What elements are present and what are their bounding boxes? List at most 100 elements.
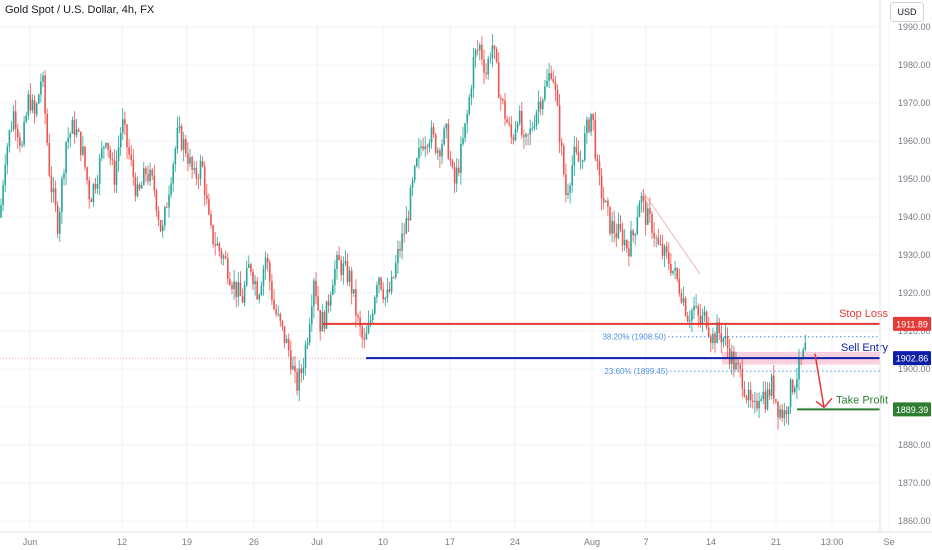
candle <box>214 232 216 256</box>
candle <box>565 163 567 203</box>
time-axis[interactable]: Jun 12 19 26 Jul 10 17 24 Aug 7 14 21 13:00 Se <box>0 531 932 547</box>
price-axis[interactable]: 1860.001870.001880.001890.001900.001910.… <box>879 0 931 532</box>
candle-body <box>791 379 794 393</box>
candle <box>718 317 720 341</box>
candle-body <box>306 342 309 345</box>
candle <box>287 333 290 357</box>
candle <box>747 381 750 408</box>
candle-body <box>40 81 42 95</box>
candle <box>447 118 450 160</box>
candle-body <box>630 230 632 257</box>
candle <box>518 105 521 126</box>
candle <box>14 99 17 141</box>
candle <box>794 385 796 395</box>
candle-body <box>392 277 395 278</box>
candle-body <box>676 268 678 279</box>
candle-body <box>539 101 542 110</box>
level-price-tag <box>893 351 931 366</box>
candle-body <box>178 126 181 128</box>
candle-body <box>203 166 206 196</box>
candle <box>741 359 744 398</box>
candle <box>441 139 443 165</box>
candle-body <box>447 123 450 159</box>
candle <box>632 228 634 243</box>
candle-body <box>794 387 796 393</box>
candle-body <box>437 150 439 153</box>
candle-body <box>579 161 582 163</box>
candle <box>621 222 624 252</box>
candle <box>647 202 649 226</box>
candle-body <box>222 256 225 259</box>
candle-body <box>172 164 174 184</box>
candle-body <box>67 137 69 143</box>
candle <box>208 193 210 216</box>
candle <box>315 271 317 305</box>
candle <box>392 276 395 279</box>
candle <box>105 142 107 149</box>
candle-body <box>573 146 576 166</box>
candle <box>149 162 151 187</box>
candle <box>84 145 86 171</box>
candle <box>657 228 660 246</box>
candle-body <box>493 45 496 49</box>
candle-body <box>739 364 741 369</box>
candle-body <box>245 268 248 286</box>
candle <box>31 94 34 114</box>
x-tick-label: 21 <box>771 537 781 547</box>
candle <box>17 123 19 149</box>
candle-body <box>567 192 569 195</box>
candle-body <box>117 147 120 162</box>
candle-body <box>466 113 468 124</box>
candle <box>464 122 466 143</box>
candle-body <box>523 135 525 137</box>
candle <box>327 294 330 313</box>
candle-body <box>785 410 788 415</box>
candle <box>785 406 788 424</box>
candle-body <box>287 338 290 351</box>
candle-body <box>107 142 109 150</box>
candle-body <box>403 233 405 235</box>
candle <box>130 144 132 167</box>
x-tick-label: 12 <box>117 537 127 547</box>
chart-title: Gold Spot / U.S. Dollar, 4h, FX <box>5 4 155 16</box>
candle-body <box>659 244 662 245</box>
candle-body <box>315 280 317 297</box>
candle-body <box>115 161 118 185</box>
candle-body <box>283 326 286 344</box>
currency-button[interactable]: USD <box>890 2 924 22</box>
candle <box>115 150 118 194</box>
candle <box>544 80 546 102</box>
candle-body <box>445 123 447 129</box>
candle <box>222 253 225 266</box>
candle-body <box>277 313 279 315</box>
candle-body <box>495 48 498 62</box>
candle <box>516 120 519 133</box>
candle <box>94 178 97 194</box>
candle <box>71 116 74 134</box>
candle <box>77 127 80 133</box>
candle-body <box>210 214 212 226</box>
candle-body <box>754 400 756 402</box>
candle-body <box>369 320 372 323</box>
candle-body <box>468 97 471 114</box>
level-price-tag <box>893 402 931 417</box>
candle-body <box>143 168 145 186</box>
candle <box>206 183 208 205</box>
candle <box>590 113 592 136</box>
candle <box>550 65 552 81</box>
candle-body <box>401 233 403 251</box>
candle <box>340 256 342 282</box>
candle-body <box>386 289 389 298</box>
candle-body <box>764 391 767 410</box>
candle <box>258 293 261 304</box>
candle-body <box>537 101 540 113</box>
candle-body <box>747 389 750 401</box>
x-tick-label: 17 <box>445 537 455 547</box>
candle <box>151 167 153 180</box>
candle-body <box>378 277 380 286</box>
candle <box>25 111 27 124</box>
candle <box>504 93 506 126</box>
candle <box>147 165 149 186</box>
candle-body <box>336 254 338 269</box>
